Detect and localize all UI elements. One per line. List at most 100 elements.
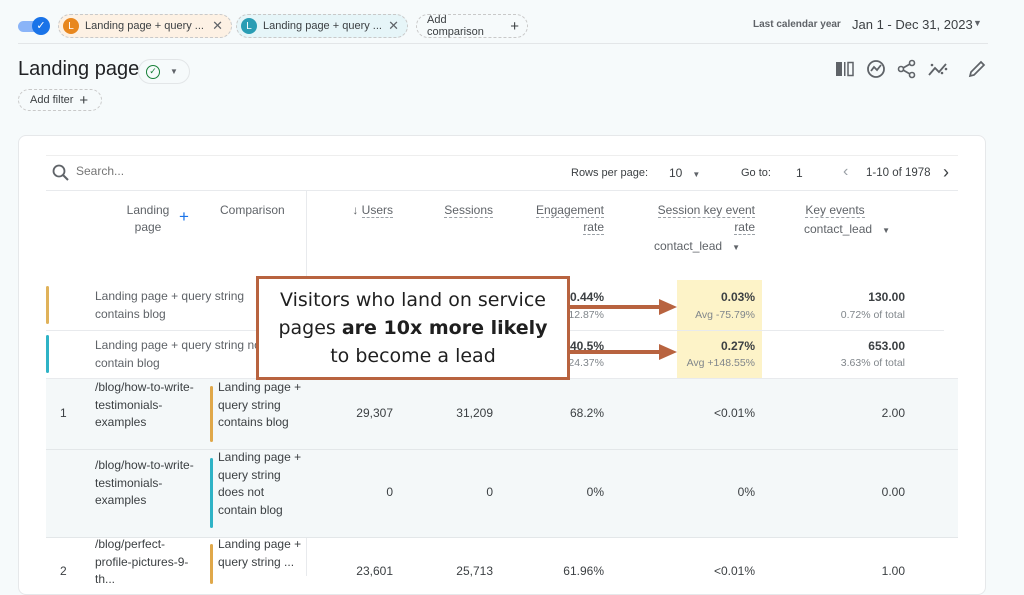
column-header-engagement-rate[interactable]: Engagement rate [500,202,604,236]
comparison-cell: Landing page + query string ... [218,537,302,569]
row-index: 2 [60,564,67,578]
sessions-label: Sessions [444,203,493,218]
engagement-cell: 61.96% [563,564,604,578]
skr-event-select[interactable]: contact_lead ▼ [654,238,740,256]
chip-label: Landing page + query ... [85,20,204,32]
comparison-cell: Landing page + query string does not con… [218,450,302,517]
users-cell: 0 [386,485,393,499]
total-key-events-sub: 3.63% of total [840,357,905,369]
close-icon[interactable]: ✕ [388,18,399,33]
engagement-cell: 68.2% [569,406,604,420]
edit-icon[interactable] [967,59,987,79]
users-cell: 23,601 [356,564,393,578]
rows-per-page-label: Rows per page: [571,167,649,179]
key-events-cell: 2.00 [881,406,905,420]
column-header-users[interactable]: ↓ Users [340,202,393,219]
landing-page-cell[interactable]: /blog/how-to-write-testimonials-examples [95,458,194,507]
chevron-down-icon[interactable]: ▼ [973,18,982,28]
arrowhead [659,299,677,315]
header-line: Engagement [535,203,604,218]
callout-text: Visitors who land on service pages [278,289,546,339]
column-header-key-events[interactable]: Key events [790,202,880,219]
annotation-arrows [565,299,677,360]
column-header-sessions[interactable]: Sessions [420,202,493,219]
sort-down-icon: ↓ [352,203,359,217]
check-icon: ✓ [32,17,50,35]
title-status-dropdown[interactable]: ✓ ▼ [138,59,190,84]
total-skr: 0.03% [720,290,755,304]
total-engagement-sub: 12.87% [568,309,604,321]
key-events-cell: 0.00 [881,485,905,499]
add-filter-label: Add filter [30,94,74,106]
arrowhead [659,344,677,360]
search-icon [52,164,69,181]
share-icon[interactable] [897,59,917,79]
page-title: Landing page [18,58,140,80]
add-dimension-plus-icon[interactable]: + [179,207,189,226]
insights-icon[interactable] [866,59,886,79]
landing-page-cell[interactable]: /blog/perfect-profile-pictures-9-th... [95,537,189,586]
chevron-down-icon: ▼ [732,243,740,252]
chip-label: Landing page + query ... [263,20,382,32]
totals-label: Landing page + query string contains blo… [95,289,245,321]
landing-page-cell[interactable]: /blog/how-to-write-testimonials-examples [95,380,194,429]
add-filter-button[interactable]: Add filter + [18,89,102,111]
comparison-toggle[interactable]: ✓ [18,17,50,35]
comparison-chip-2[interactable]: L Landing page + query ... ✕ [236,14,408,38]
chip-avatar: L [63,18,79,34]
users-cell: 29,307 [356,406,393,420]
total-engagement: 0.44% [569,290,604,304]
column-header-comparison: Comparison [220,203,285,217]
key-events-label: Key events [805,203,865,218]
total-engagement: 40.5% [569,339,604,353]
skr-cell: <0.01% [713,564,755,578]
total-skr-sub: Avg +148.55% [686,357,755,369]
header-line: Session key event [657,203,755,218]
compare-icon[interactable] [835,60,855,78]
column-header-landing-page[interactable]: Landing page [126,203,170,234]
total-skr-sub: Avg -75.79% [695,309,755,321]
skr-cell: <0.01% [713,406,755,420]
pagination-range: 1-10 of 1978 [866,167,931,179]
comparison-cell: Landing page + query string contains blo… [218,380,302,429]
total-key-events: 653.00 [868,339,905,353]
ke-event-select[interactable]: contact_lead ▼ [804,221,890,239]
goto-input[interactable]: 1 [796,166,803,180]
sessions-cell: 25,713 [456,564,493,578]
add-comparison-button[interactable]: Add comparison + [416,14,528,38]
plus-icon: + [79,91,89,109]
check-circle-icon: ✓ [146,64,160,79]
prev-page-icon[interactable]: ‹ [843,163,849,180]
key-events-cell: 1.00 [881,564,905,578]
event-name: contact_lead [804,222,873,236]
engagement-cell: 0% [586,485,604,499]
annotation-callout: Visitors who land on service pages are 1… [256,276,570,380]
close-icon[interactable]: ✕ [212,18,223,33]
search-input[interactable] [76,164,376,178]
chevron-down-icon: ▼ [692,170,701,179]
total-engagement-sub: 24.37% [568,357,604,369]
goto-label: Go to: [741,167,771,179]
total-key-events: 130.00 [868,290,905,304]
header-line: rate [583,220,604,235]
callout-bold-text: are 10x more likely [341,317,548,339]
event-name: contact_lead [654,239,723,253]
add-comparison-label: Add comparison [427,14,484,38]
anomaly-icon[interactable] [927,59,949,79]
users-label: Users [361,203,393,218]
comparison-chip-1[interactable]: L Landing page + query ... ✕ [58,14,232,38]
total-key-events-sub: 0.72% of total [840,309,905,321]
total-skr: 0.27% [720,339,755,353]
skr-cell: 0% [737,485,755,499]
header-line: rate [734,220,755,235]
totals-label: Landing page + query string not contain … [95,338,265,370]
column-header-session-key-event-rate[interactable]: Session key event rate [620,202,755,236]
date-range-picker[interactable]: Jan 1 - Dec 31, 2023 [852,17,973,32]
chevron-down-icon: ▼ [882,226,890,235]
plus-icon: + [510,17,519,35]
date-preset: Last calendar year [753,19,841,30]
next-page-icon[interactable]: › [943,162,949,182]
rows-per-page-select[interactable]: 10 ▼ [669,166,700,180]
sessions-cell: 31,209 [456,406,493,420]
row-index: 1 [60,406,67,420]
